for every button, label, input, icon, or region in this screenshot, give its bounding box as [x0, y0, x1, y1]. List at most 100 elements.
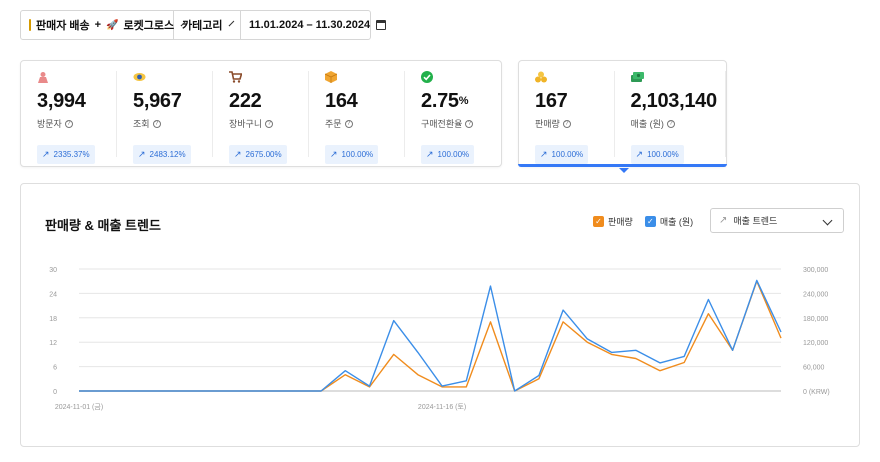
trend-line-icon: ↗	[719, 215, 728, 226]
kpi-label: 구매전환율	[421, 119, 463, 129]
legend-toggle-revenue[interactable]: ✓ 매출 (원)	[644, 215, 694, 228]
change-badge: ↗ 2483.12%	[133, 145, 191, 164]
y-left-tick-label: 30	[49, 267, 57, 274]
change-value: 2335.37%	[53, 150, 90, 159]
help-icon[interactable]: ?	[265, 119, 274, 128]
trend-select-label: 매출 트렌드	[733, 216, 778, 226]
kpi-label: 판매량	[535, 119, 560, 129]
rocket-growth-label: 로켓그로스	[123, 20, 175, 32]
change-badge: ↗ 100.00%	[535, 145, 589, 164]
kpi-label-row: 장바구니?	[229, 117, 308, 130]
kpi-label: 장바구니	[229, 119, 263, 129]
kpi-label-row: 주문?	[325, 117, 404, 130]
help-icon[interactable]: ?	[666, 119, 675, 128]
change-value: 100.00%	[437, 150, 470, 159]
kpi-orders[interactable]: 164 주문? ↗ 100.00%	[309, 71, 405, 164]
arrow-up-right-icon: ↗	[234, 149, 242, 159]
kpi-revenue[interactable]: 2,103,140 매출 (원)? ↗ 100.00%	[615, 71, 726, 164]
legend-label-revenue: 매출 (원)	[659, 217, 694, 227]
kpi-label: 주문	[325, 119, 342, 129]
kpi-label-row: 조회?	[133, 117, 212, 130]
kpi-label-row: 방문자?	[37, 117, 116, 130]
kpi-value: 2.75%	[421, 89, 501, 113]
date-range-label: 11.01.2024 – 11.30.2024	[249, 19, 371, 31]
store-icon	[29, 19, 31, 31]
help-icon[interactable]: ?	[344, 119, 353, 128]
checkbox-checked-icon: ✓	[593, 216, 604, 227]
legend-label-sales: 판매량	[608, 217, 633, 227]
kpi-number: 2.75	[421, 90, 459, 112]
plus-label: +	[94, 19, 102, 31]
eye-icon	[133, 71, 212, 85]
money-icon	[630, 71, 725, 85]
kpi-value: 164	[325, 90, 358, 112]
y-right-tick-label: 300,000	[803, 267, 828, 274]
category-dropdown[interactable]: 카테고리	[174, 11, 241, 39]
kpi-sales-qty[interactable]: 167 판매량? ↗ 100.00%	[519, 71, 615, 164]
kpi-visitors[interactable]: 3,994 방문자? ↗ 2335.37%	[21, 71, 117, 164]
change-value: 2675.00%	[245, 150, 282, 159]
checkbox-checked-icon: ✓	[644, 216, 656, 227]
x-tick-label: 2024-11-16 (토)	[418, 403, 466, 411]
change-badge: ↗ 100.00%	[421, 145, 475, 164]
kpi-label-row: 판매량?	[535, 117, 614, 130]
change-badge: ↗ 100.00%	[325, 145, 379, 164]
kpi-label-row: 구매전환율?	[421, 117, 501, 130]
help-icon[interactable]: ?	[152, 119, 161, 128]
help-icon[interactable]: ?	[562, 119, 571, 128]
kpi-conversion-rate[interactable]: 2.75% 구매전환율? ↗ 100.00%	[405, 71, 501, 164]
box-icon	[324, 71, 404, 85]
change-badge: ↗ 2675.00%	[229, 145, 287, 164]
arrow-up-right-icon: ↗	[138, 149, 146, 159]
kpi-value: 167	[535, 90, 568, 112]
kpi-cart[interactable]: 222 장바구니? ↗ 2675.00%	[213, 71, 309, 164]
date-range-picker[interactable]: 11.01.2024 – 11.30.2024	[241, 11, 394, 39]
trend-type-dropdown[interactable]: ↗ 매출 트렌드	[710, 208, 844, 233]
y-left-tick-label: 18	[49, 316, 57, 323]
chart-legend: ✓ 판매량 ✓ 매출 (원)	[593, 215, 693, 228]
arrow-up-right-icon: ↗	[42, 149, 50, 159]
kpi-label: 매출 (원)	[630, 119, 664, 129]
kpi-unit: %	[458, 95, 469, 107]
change-value: 100.00%	[647, 150, 679, 159]
y-left-tick-label: 12	[49, 340, 57, 347]
kpi-value: 5,967	[133, 90, 182, 112]
kpi-label: 방문자	[37, 119, 62, 129]
delivery-type-dropdown[interactable]: 판매자 배송 + 🚀 로켓그로스	[21, 11, 187, 39]
change-badge: ↗ 2335.37%	[37, 145, 95, 164]
trend-line-chart: 0 0 (KRW) 6 60,000 12 120,000 18 180,000 24 240,0…	[49, 267, 830, 411]
arrow-up-right-icon: ↗	[426, 149, 434, 159]
change-value: 100.00%	[341, 150, 374, 159]
change-value: 2483.12%	[149, 150, 186, 159]
arrow-up-right-icon: ↗	[635, 149, 644, 159]
change-value: 100.00%	[551, 150, 584, 159]
change-badge: ↗ 100.00%	[630, 145, 684, 164]
arrow-up-right-icon: ↗	[330, 149, 338, 159]
chart-title: 판매량 & 매출 트렌드	[45, 218, 161, 233]
traffic-kpi-panel: 3,994 방문자? ↗ 2335.37% 5,967 조회? ↗ 2483.12%…	[20, 60, 502, 167]
y-right-tick-label: 0 (KRW)	[803, 389, 830, 396]
legend-toggle-sales[interactable]: ✓ 판매량	[593, 215, 633, 228]
help-icon[interactable]: ?	[465, 119, 474, 128]
revenue-series-line	[79, 279, 782, 392]
kpi-views[interactable]: 5,967 조회? ↗ 2483.12%	[117, 71, 213, 164]
trend-chart-panel: 판매량 & 매출 트렌드 ✓ 판매량 ✓ 매출 (원) ↗ 매출 트렌드 0 0 …	[20, 183, 860, 447]
calendar-icon	[376, 20, 387, 30]
chevron-down-icon	[229, 20, 235, 26]
kpi-value: 222	[229, 90, 262, 112]
y-left-tick-label: 6	[53, 365, 57, 372]
filter-bar: 판매자 배송 + 🚀 로켓그로스 카테고리 11.01.2024 – 11.30…	[20, 10, 387, 40]
x-tick-label: 2024-11-01 (금)	[55, 403, 103, 411]
kpi-value: 2,103,140	[630, 90, 718, 112]
sales-kpi-panel[interactable]: 167 판매량? ↗ 100.00% 2,103,140 매출 (원)? ↗ 100…	[518, 60, 727, 173]
help-icon[interactable]: ?	[64, 119, 73, 128]
active-pointer	[619, 168, 629, 173]
y-right-tick-label: 120,000	[803, 340, 828, 347]
y-right-tick-label: 60,000	[803, 365, 825, 372]
y-left-tick-label: 0	[53, 389, 57, 396]
person-icon	[37, 71, 116, 85]
kpi-value: 3,994	[37, 90, 86, 112]
rocket-icon: 🚀	[106, 19, 119, 31]
seller-delivery-label: 판매자 배송	[36, 20, 90, 32]
y-right-tick-label: 180,000	[803, 316, 828, 323]
